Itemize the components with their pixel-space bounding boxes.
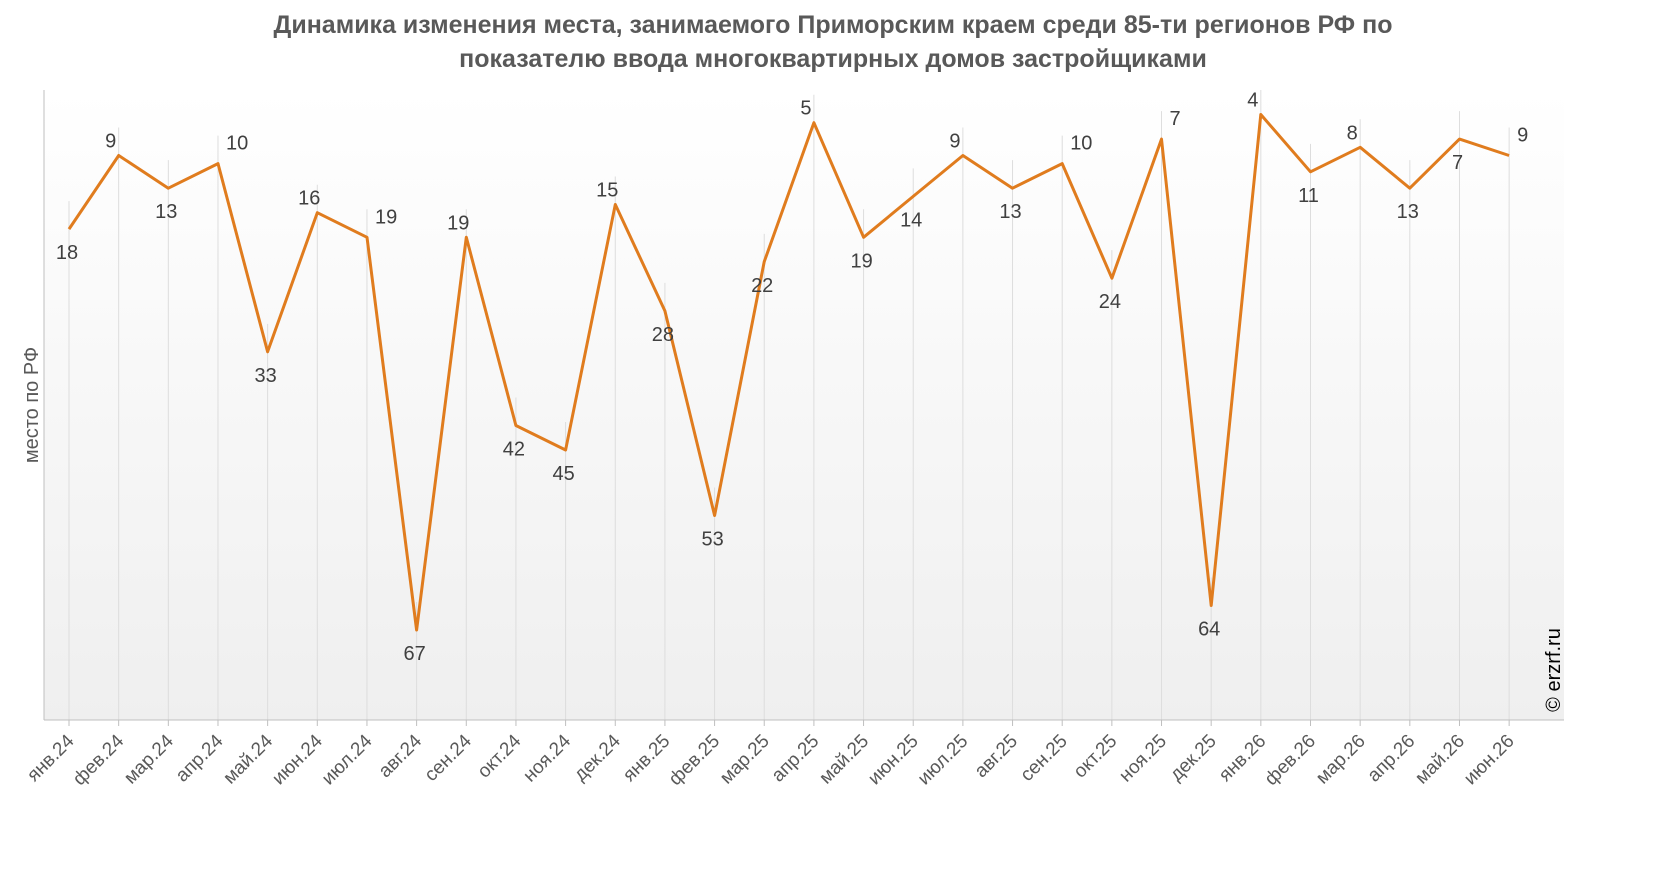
data-label: 8 (1347, 122, 1358, 144)
x-tick-label: сен.24 (421, 730, 476, 785)
data-label: 45 (552, 463, 574, 485)
data-label: 13 (155, 201, 177, 223)
data-label: 53 (701, 529, 723, 551)
x-tick-label: апр.26 (1364, 731, 1420, 787)
data-label: 33 (254, 365, 276, 387)
data-label: 14 (900, 209, 922, 231)
x-tick-label: июл.25 (914, 731, 973, 790)
data-label: 22 (751, 275, 773, 297)
x-tick-label: мар.25 (716, 731, 774, 789)
data-label: 64 (1198, 619, 1220, 641)
x-tick-label: авг.25 (971, 731, 1022, 782)
data-label: 24 (1099, 291, 1121, 313)
data-label: 10 (226, 133, 248, 155)
data-label: 7 (1170, 108, 1181, 130)
x-tick-label: дек.25 (1166, 731, 1221, 786)
data-labels: 18 9 13 10 33 16 19 67 19 42 45 15 28 53 22 5 19 14 9 13 10 2… (56, 90, 1528, 666)
copyright-text: © erzrf.ru (1543, 628, 1565, 712)
x-tick-label: ноя.25 (1115, 731, 1171, 787)
data-label: 18 (56, 242, 78, 264)
data-label: 42 (503, 439, 525, 461)
data-label: 11 (1298, 185, 1319, 207)
gridlines (68, 90, 1510, 720)
x-tick-label: ноя.24 (519, 730, 575, 786)
x-tick-label: июл.24 (318, 730, 377, 789)
data-label: 9 (1517, 125, 1528, 147)
x-tick-label: мар.24 (120, 730, 178, 788)
x-axis-labels: янв.24фев.24мар.24апр.24май.24июн.24июл.… (23, 730, 1518, 790)
data-label: 19 (375, 206, 397, 228)
data-label: 13 (1397, 201, 1419, 223)
x-tick-label: авг.24 (375, 730, 427, 782)
plot-area (44, 90, 1564, 720)
x-tick-label: окт.25 (1070, 731, 1122, 783)
data-label: 28 (652, 324, 674, 346)
x-tick-label: фев.25 (665, 731, 724, 790)
y-axis-label: место по РФ (21, 347, 43, 463)
x-tick-label: окт.24 (474, 730, 526, 782)
x-tick-label: июн.24 (268, 730, 327, 789)
data-label: 7 (1452, 152, 1463, 174)
x-tick-label: июн.26 (1460, 731, 1519, 790)
x-tick-label: фев.24 (69, 730, 128, 789)
x-tick-label: май.25 (815, 731, 873, 789)
data-label: 19 (850, 250, 872, 272)
chart-title-line-1: Динамика изменения места, занимаемого Пр… (273, 11, 1393, 39)
data-label: 9 (105, 131, 116, 153)
x-tick-label: май.24 (219, 730, 277, 788)
chart-title: Динамика изменения места, занимаемого Пр… (0, 8, 1666, 76)
x-tick-label: дек.24 (570, 730, 625, 785)
x-tick-label: май.26 (1411, 731, 1469, 789)
data-label: 4 (1247, 90, 1258, 112)
x-tick-label: фев.26 (1261, 731, 1320, 790)
x-tick-label: сен.25 (1017, 731, 1072, 786)
series-line (67, 113, 1510, 632)
data-label: 13 (999, 201, 1021, 223)
x-tick-label: мар.26 (1312, 731, 1370, 789)
x-tick-label: апр.24 (172, 730, 228, 786)
x-tick-label: янв.25 (619, 731, 674, 786)
data-label: 16 (298, 188, 320, 210)
x-axis-ticks (68, 720, 1510, 726)
chart-title-line-2: показателю ввода многоквартирных домов з… (459, 45, 1207, 73)
x-tick-label: июн.25 (864, 731, 923, 790)
x-tick-label: апр.25 (768, 731, 824, 787)
data-label: 9 (949, 131, 960, 153)
data-label: 19 (447, 212, 469, 234)
x-tick-label: янв.26 (1215, 731, 1270, 786)
data-label: 67 (403, 643, 425, 665)
data-label: 5 (800, 98, 811, 120)
data-label: 10 (1070, 133, 1092, 155)
data-label: 15 (596, 180, 618, 202)
